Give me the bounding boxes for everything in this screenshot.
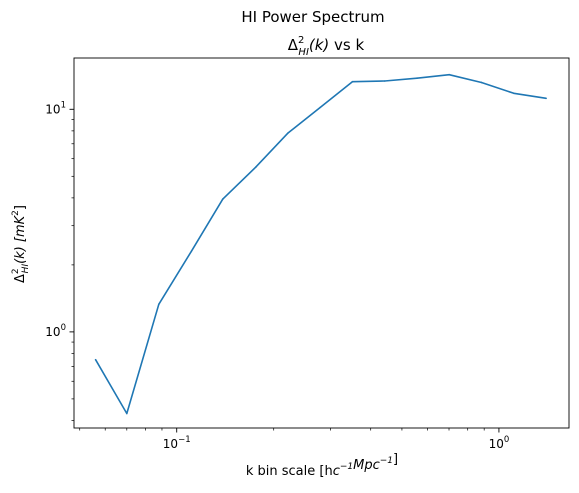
data-point xyxy=(221,198,224,200)
title-subscript: HI xyxy=(298,47,309,58)
x-axis-label: k bin scale [hc−1Mpc−1] xyxy=(246,452,398,479)
data-point xyxy=(512,92,515,95)
x-tick-label: 10−1 xyxy=(163,435,191,451)
x-axis-label-text: k bin scale xyxy=(246,464,320,479)
x-axis-unit-part: [h xyxy=(319,464,332,479)
x-axis-unit-part: ] xyxy=(393,452,398,467)
series-line xyxy=(94,73,547,415)
data-point xyxy=(286,132,289,135)
x-axis-unit-part: Mpc xyxy=(353,458,380,473)
y-axis-label-part: Δ xyxy=(13,274,28,283)
title-argument: (k) xyxy=(309,36,329,54)
x-tick-label-exponent: −1 xyxy=(178,435,191,445)
data-point xyxy=(416,77,418,79)
x-tick-label-base: 10 xyxy=(489,437,504,451)
chart-title: Δ2 HI(k) vs k xyxy=(288,35,365,58)
data-point xyxy=(125,412,128,415)
y-axis-label-part: ] xyxy=(13,205,28,210)
y-axis-label-part: HI xyxy=(21,264,31,274)
y-tick-label-exponent: 1 xyxy=(61,100,66,110)
y-tick-label-base: 10 xyxy=(45,325,60,339)
data-point xyxy=(255,166,257,168)
y-axis-label: Δ2HI(k) [mK2] xyxy=(11,205,31,283)
x-tick-label-exponent: 0 xyxy=(504,435,509,445)
minor-ticks xyxy=(71,119,485,431)
x-tick-label: 100 xyxy=(489,435,510,451)
y-axis-label-part: 2 xyxy=(11,268,21,274)
x-axis-unit-part: −1 xyxy=(340,462,353,472)
y-tick-label-exponent: 0 xyxy=(61,323,66,333)
data-point xyxy=(158,303,160,306)
series-layer xyxy=(94,73,547,415)
x-axis-unit-part: −1 xyxy=(380,456,393,466)
y-axis-label-part: (k) [mK xyxy=(13,214,28,264)
data-point xyxy=(545,97,547,100)
x-axis-unit-part: c xyxy=(333,464,340,479)
data-point xyxy=(94,358,97,361)
data-point xyxy=(351,80,354,83)
data-point xyxy=(448,73,451,76)
data-point xyxy=(190,250,193,253)
chart-suptitle: HI Power Spectrum xyxy=(241,8,384,26)
x-tick-label-base: 10 xyxy=(163,437,178,451)
y-tick-label: 100 xyxy=(45,323,66,339)
data-point xyxy=(480,81,483,84)
data-point xyxy=(319,106,322,109)
y-axis-label-part: 2 xyxy=(11,210,21,216)
data-point xyxy=(383,80,386,82)
title-suffix: vs k xyxy=(329,36,364,54)
plot-area-frame xyxy=(73,57,570,429)
y-tick-label: 101 xyxy=(45,100,66,116)
y-tick-label-base: 10 xyxy=(45,102,60,116)
title-superscript: 2 xyxy=(298,35,304,46)
title-delta: Δ xyxy=(288,36,299,54)
